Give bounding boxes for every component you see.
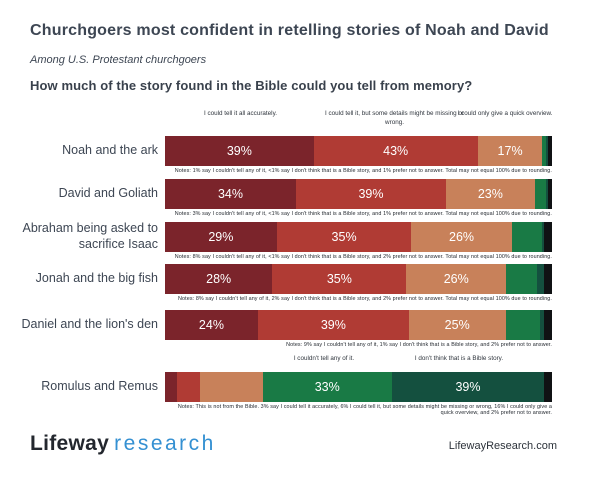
segment-value-label: 33% (314, 380, 340, 394)
bar-segment: 29% (165, 222, 277, 252)
logo-lifeway-text: Lifeway (30, 432, 110, 455)
bar-row: Noah and the ark 39% 43% 17% Notes: 1% say I… (0, 136, 600, 176)
bar-segment (505, 310, 541, 340)
bar-segment (506, 264, 537, 294)
row-label: Jonah and the big fish (35, 271, 158, 286)
bar-segment (548, 179, 552, 209)
row-label: Daniel and the lion's den (21, 317, 158, 332)
bar-row: David and Goliath 34% 39% 23% Notes: 3% say … (0, 179, 600, 219)
column-label-some-details: I could tell it, but some details might … (325, 110, 464, 126)
bar-segment (546, 179, 549, 209)
segment-value-label: 25% (444, 318, 470, 332)
stacked-bar: 34% 39% 23% (165, 179, 552, 209)
bar-segment (176, 372, 201, 402)
bar-segment (546, 136, 549, 166)
segment-value-label: 39% (226, 144, 252, 158)
bar-segment: 23% (446, 179, 535, 209)
column-label-quick-overview: I could only give a quick overview. (457, 110, 553, 117)
segment-value-label: 35% (331, 230, 357, 244)
lifeway-research-logo: Lifeway research (30, 432, 216, 456)
bar-row: Abraham being asked to sacrifice Isaac 29… (0, 221, 600, 262)
bottom-label-not-bible-story: I don't think that is a Bible story. (414, 355, 504, 362)
segment-value-label: 35% (326, 272, 352, 286)
bar-segment (200, 372, 263, 402)
bottom-label-couldnt-tell: I couldn't tell any of it. (293, 355, 355, 362)
bar-segment: 26% (411, 222, 512, 252)
segment-value-label: 39% (358, 187, 384, 201)
row-label: David and Goliath (58, 186, 158, 201)
stacked-bar: 29% 35% 26% (165, 222, 552, 252)
stacked-bar: 28% 35% 26% (165, 264, 552, 294)
bar-segment: 26% (406, 264, 507, 294)
segment-value-label: 34% (217, 187, 243, 201)
segment-value-label: 43% (383, 144, 409, 158)
bar-segment: 24% (165, 310, 258, 340)
bar-segment: 34% (165, 179, 296, 209)
row-label: Romulus and Remus (41, 379, 158, 394)
bar-segment: 35% (276, 222, 412, 252)
logo-research-text: research (114, 432, 216, 455)
bar-segment (544, 372, 552, 402)
segment-value-label: 23% (477, 187, 503, 201)
survey-question: How much of the story found in the Bible… (30, 78, 473, 93)
segment-value-label: 39% (320, 318, 346, 332)
segment-value-label: 26% (443, 272, 469, 286)
bar-segment (540, 310, 545, 340)
bar-segment (542, 222, 545, 252)
bar-segment: 39% (295, 179, 447, 209)
segment-value-label: 17% (497, 144, 523, 158)
bar-segment: 35% (272, 264, 407, 294)
bar-segment: 25% (408, 310, 506, 340)
bar-row: Jonah and the big fish 28% 35% 26% Notes: 8%… (0, 264, 600, 304)
bar-row: Daniel and the lion's den 24% 39% 25% Notes:… (0, 310, 600, 350)
segment-value-label: 29% (208, 230, 234, 244)
segment-value-label: 39% (455, 380, 481, 394)
bar-segment: 39% (391, 372, 545, 402)
row-label: Noah and the ark (62, 143, 158, 158)
bar-segment (511, 222, 543, 252)
segment-value-label: 26% (449, 230, 475, 244)
page-subtitle: Among U.S. Protestant churchgoers (30, 54, 207, 66)
row-note: Notes: 3% say I couldn't tell any of it,… (174, 210, 552, 217)
stacked-bar: 33% 39% (165, 372, 552, 402)
bar-segment (544, 310, 552, 340)
bar-segment (165, 372, 177, 402)
bar-segment: 39% (165, 136, 314, 166)
segment-value-label: 28% (206, 272, 232, 286)
bar-segment (544, 222, 552, 252)
website-url: LifewayResearch.com (448, 440, 557, 452)
bar-segment: 39% (257, 310, 409, 340)
segment-value-label: 24% (198, 318, 224, 332)
row-note: Notes: 8% say I couldn't tell any of it,… (178, 295, 552, 302)
bar-segment: 28% (165, 264, 273, 294)
row-note: Notes: 9% say I couldn't tell any of it,… (286, 341, 552, 348)
bar-segment (548, 136, 552, 166)
stacked-bar: 39% 43% 17% (165, 136, 552, 166)
page-title: Churchgoers most confident in retelling … (30, 22, 549, 39)
bar-row: Romulus and Remus 33% 39% Notes: This is no… (0, 372, 600, 416)
stacked-bar: 24% 39% 25% (165, 310, 552, 340)
row-note: Notes: This is not from the Bible. 3% sa… (177, 403, 552, 416)
row-note: Notes: 8% say I couldn't tell any of it,… (174, 253, 552, 260)
bar-segment (536, 264, 545, 294)
row-label: Abraham being asked to sacrifice Isaac (22, 221, 158, 251)
bar-segment (534, 179, 547, 209)
column-label-accurately: I could tell it all accurately. (203, 110, 278, 117)
row-note: Notes: 1% say I couldn't tell any of it,… (174, 167, 552, 174)
bar-segment (542, 136, 547, 166)
bar-segment (544, 264, 552, 294)
bar-segment: 33% (262, 372, 392, 402)
bar-segment: 43% (313, 136, 478, 166)
bar-segment: 17% (477, 136, 543, 166)
